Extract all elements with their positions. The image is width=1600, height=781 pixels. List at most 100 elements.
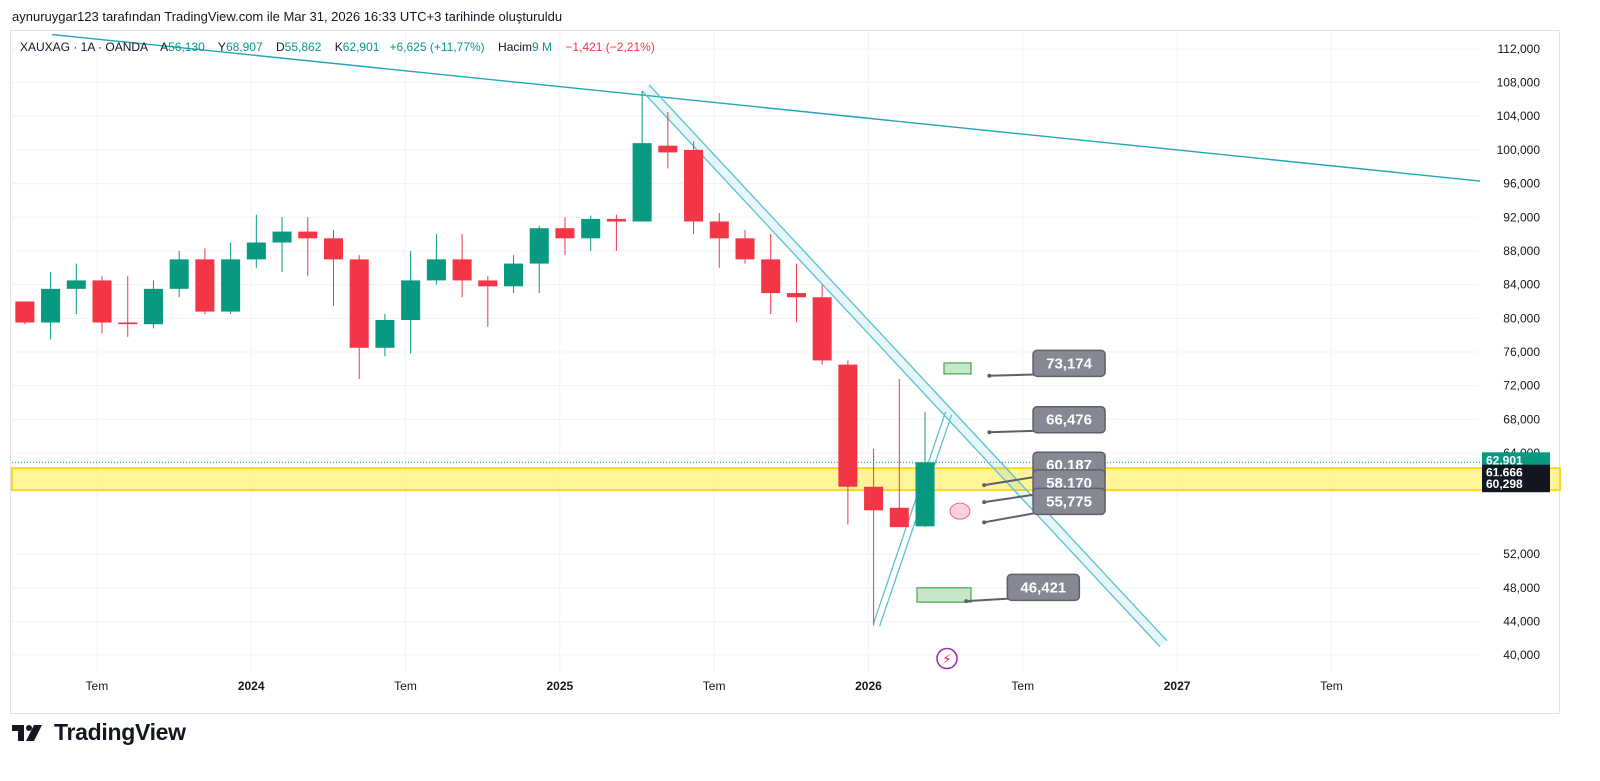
- callout-label: 66,476: [1046, 412, 1092, 429]
- candle-body: [92, 280, 112, 323]
- candle-body: [66, 280, 86, 289]
- candle-body: [41, 288, 61, 323]
- symbol-legend: XAUXAG · 1A · OANDA A56,130 Y68,907 D55,…: [20, 40, 655, 54]
- candle-body: [606, 218, 626, 222]
- candle-body: [169, 259, 189, 289]
- candle-body: [555, 228, 575, 239]
- price-tag: [1482, 476, 1550, 493]
- time-tick-label: Tem: [1320, 679, 1343, 693]
- price-axis: 40,00044,00048,00052,00064,00068,00072,0…: [1482, 42, 1550, 662]
- candle-body: [658, 145, 678, 153]
- time-tick-label: 2027: [1164, 679, 1191, 693]
- down-channel-edge: [641, 90, 1161, 648]
- callout-pointer: [966, 597, 1014, 603]
- chart-frame: [10, 30, 1560, 714]
- callout-box: [1032, 405, 1106, 434]
- callout-anchor: [964, 599, 969, 604]
- support-zone: [11, 461, 1561, 492]
- volume-value: 9 M: [532, 40, 553, 54]
- time-tick-label: Tem: [394, 679, 417, 693]
- candle-body: [375, 320, 395, 348]
- candle-body: [632, 143, 652, 222]
- low-value: 55,862: [284, 40, 322, 54]
- open-label: A: [160, 40, 169, 54]
- support-zone-band: [11, 467, 1561, 492]
- candle-body: [735, 238, 755, 260]
- high-value: 68,907: [225, 40, 263, 54]
- price-tick-label: 92,000: [1503, 210, 1540, 224]
- callout-pointer: [989, 373, 1040, 377]
- candle-body: [15, 301, 35, 323]
- candle-body: [118, 322, 138, 325]
- candle-body: [452, 259, 472, 281]
- price-tick-label: 104,000: [1497, 109, 1541, 123]
- price-tag-label: 60,298: [1486, 477, 1523, 491]
- candle-body: [864, 486, 884, 511]
- price-tick-label: 52,000: [1503, 547, 1540, 561]
- candle-body: [915, 462, 935, 527]
- price-tick-label: 40,000: [1503, 648, 1540, 662]
- time-tick-label: Tem: [703, 679, 726, 693]
- callout-pointer: [984, 511, 1040, 524]
- price-tick-label: 108,000: [1497, 76, 1541, 90]
- price-tick-label: 100,000: [1497, 143, 1541, 157]
- down-channel-edge: [648, 84, 1168, 642]
- open-value: 56,130: [168, 40, 205, 54]
- price-tick-label: 88,000: [1503, 244, 1540, 258]
- candle-body: [709, 221, 729, 239]
- candle-body: [761, 259, 781, 294]
- price-tag-label: 61,666: [1486, 466, 1523, 480]
- time-tick-label: Tem: [86, 679, 109, 693]
- callout-anchor: [982, 483, 987, 488]
- callout-pointer: [989, 429, 1040, 434]
- callout-label: 46,421: [1020, 579, 1066, 596]
- callout-anchor: [982, 500, 987, 505]
- target-box-lower: [916, 587, 972, 603]
- callout-box: [1032, 349, 1106, 378]
- lightning-glyph: ⚡: [942, 653, 951, 668]
- price-tick-label: 112,000: [1498, 42, 1541, 56]
- price-tick-label: 68,000: [1503, 412, 1540, 426]
- price-tick-label: 76,000: [1503, 345, 1540, 359]
- price-tick-label: 80,000: [1503, 311, 1540, 325]
- callout-anchor: [987, 373, 992, 378]
- up-channel-edge: [872, 411, 947, 624]
- time-tick-label: Tem: [1011, 679, 1034, 693]
- price-tag-label: 62,901: [1486, 453, 1523, 467]
- candle-body: [401, 280, 421, 320]
- time-tick-label: 2024: [238, 679, 265, 693]
- chart-caption: aynuruygar123 tarafından TradingView.com…: [12, 9, 563, 24]
- close-value: 62,901: [342, 40, 380, 54]
- price-tick-label: 48,000: [1503, 581, 1540, 595]
- callout-label: 73,174: [1046, 355, 1093, 372]
- brand-name: TradingView: [54, 719, 186, 745]
- tradingview-brand[interactable]: TradingView: [12, 719, 186, 746]
- candle-body: [298, 231, 318, 239]
- candle-body: [221, 259, 241, 312]
- candle-body: [581, 218, 601, 239]
- grid: [12, 32, 1478, 672]
- tradingview-logo-icon: [12, 724, 42, 741]
- callout-label: 58,170: [1046, 475, 1092, 492]
- callout-anchor: [987, 430, 992, 435]
- candle-body: [478, 280, 498, 287]
- time-axis: Tem 2024 Tem 2025 Tem 2026 Tem 2027 Tem: [86, 679, 1343, 693]
- candle-body: [786, 293, 806, 298]
- volume-label: Hacim: [498, 40, 533, 54]
- symbol-name[interactable]: XAUXAG · 1A · OANDA: [20, 40, 148, 54]
- price-tick-label: 72,000: [1503, 379, 1540, 393]
- trendlines: [51, 33, 1481, 648]
- candle-body: [529, 228, 549, 264]
- callout-pointer: [984, 475, 1040, 487]
- candle-body: [684, 149, 704, 222]
- candle-body: [838, 364, 858, 487]
- volume-change: −1,421 (−2,21%): [565, 40, 655, 54]
- candle-body: [812, 297, 832, 361]
- change-value: +6,625 (+11,77%): [389, 40, 485, 54]
- candle-body: [889, 507, 909, 528]
- price-tick-label: 96,000: [1503, 177, 1540, 191]
- candle-body: [246, 242, 266, 260]
- candle-body: [323, 238, 344, 260]
